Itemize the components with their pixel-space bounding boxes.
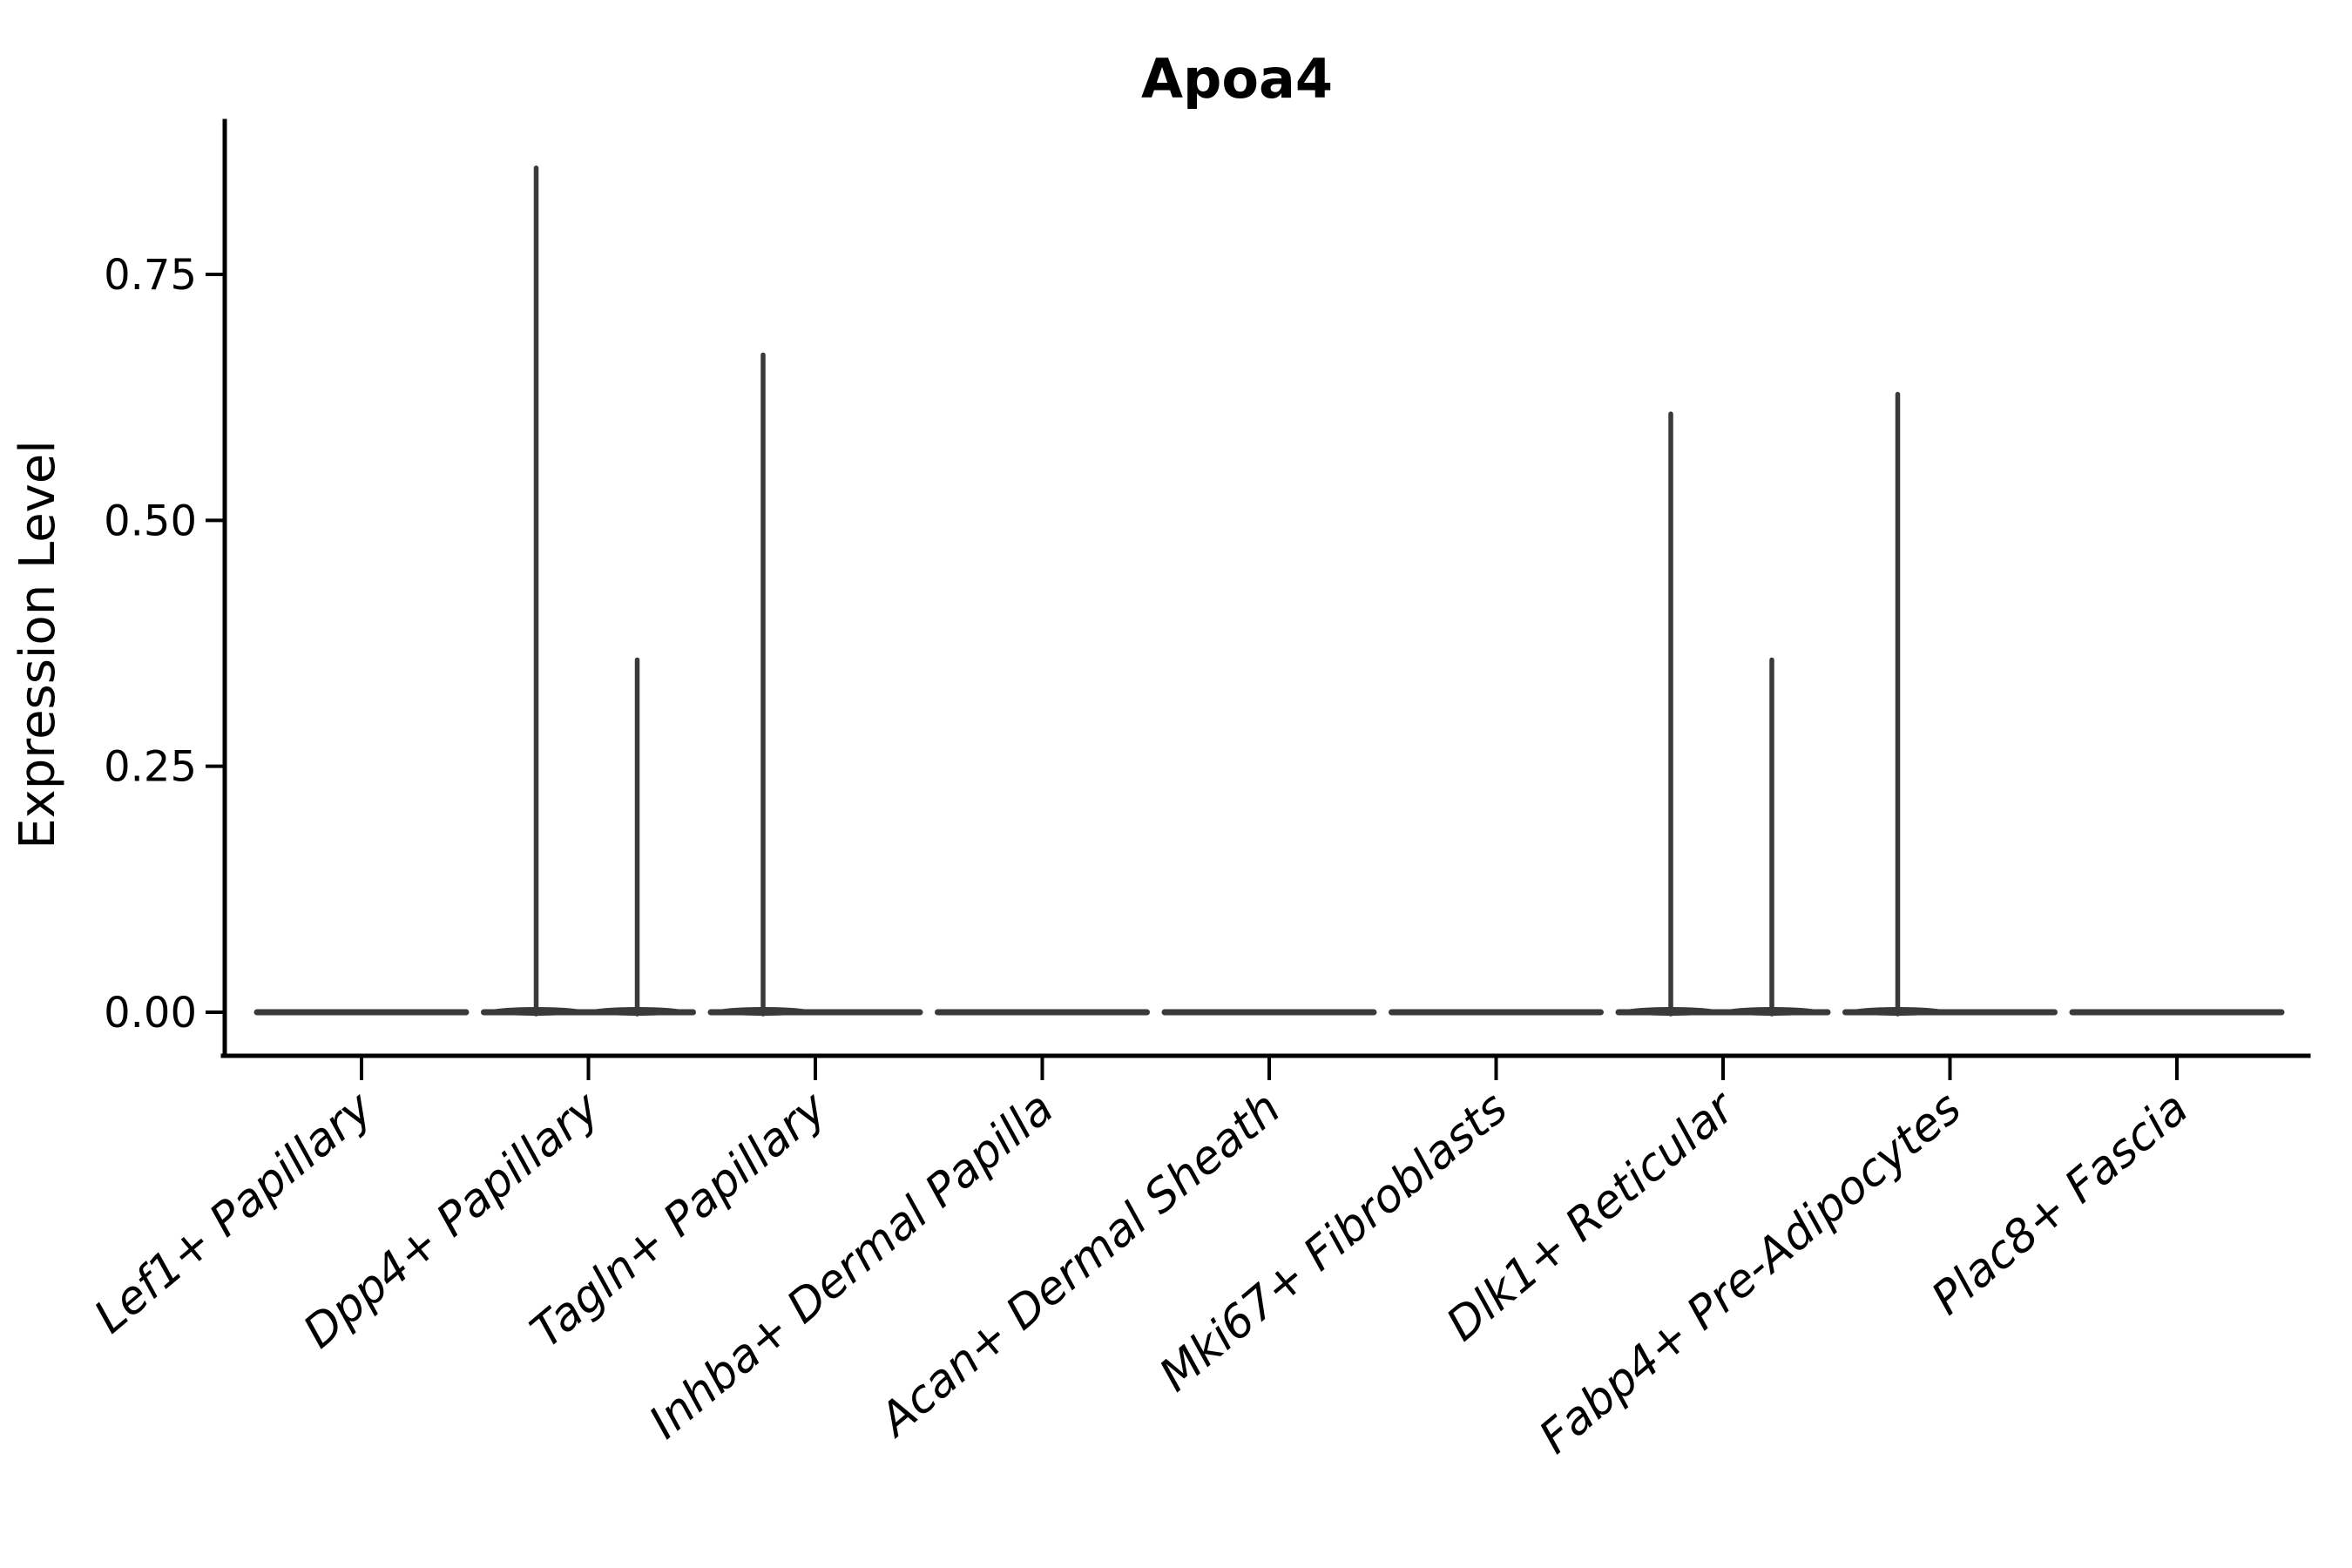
y-axis-label: Expression Level xyxy=(10,440,66,849)
violin-7 xyxy=(1615,411,1831,1017)
violins-layer xyxy=(253,166,2285,1017)
y-tick-label: 0.25 xyxy=(104,743,197,792)
chart-title: Apoa4 xyxy=(1141,47,1333,111)
y-tick-label: 0.00 xyxy=(104,989,197,1037)
y-tick-label: 0.75 xyxy=(104,251,197,300)
violin-2 xyxy=(481,166,696,1017)
violin-3 xyxy=(707,352,923,1017)
violin-8 xyxy=(1842,391,2058,1017)
y-tick-label: 0.50 xyxy=(104,497,197,545)
